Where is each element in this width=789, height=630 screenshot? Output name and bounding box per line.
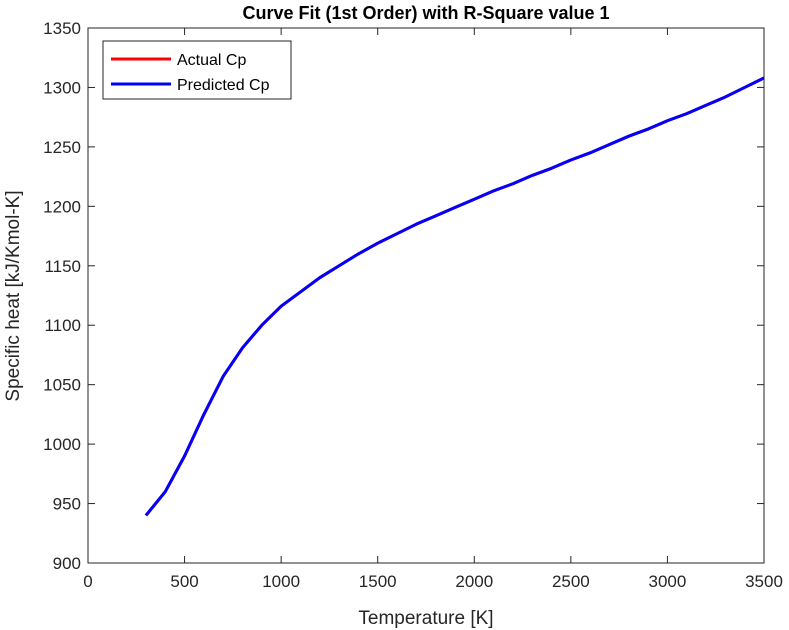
x-tick-label: 2500 (552, 572, 590, 591)
x-tick-label: 3000 (649, 572, 687, 591)
plot-background (88, 28, 764, 563)
x-tick-label: 3500 (745, 572, 783, 591)
y-tick-label: 1150 (44, 257, 81, 276)
y-tick-label: 950 (53, 495, 81, 514)
y-tick-label: 1300 (43, 78, 81, 97)
legend: Actual Cp Predicted Cp (102, 40, 292, 100)
axes-frame (87, 27, 765, 564)
legend-entry-label: Actual Cp (177, 52, 246, 69)
x-tick-label: 2000 (455, 572, 493, 591)
y-tick-label: 1200 (43, 197, 81, 216)
plot-area: 0 500 1000 1500 2000 2500 3000 3500 900 950 1000 10… (43, 19, 783, 591)
series-line-predicted-cp (144, 76, 765, 517)
y-tick-label: 900 (53, 554, 81, 573)
y-tick-label: 1350 (43, 19, 81, 38)
y-tick-label: 1250 (43, 138, 81, 157)
x-tick-label: 1500 (359, 572, 397, 591)
x-tick-label: 1000 (262, 572, 300, 591)
x-axis-label: Temperature [K] (358, 608, 493, 629)
y-tick-label: 1050 (43, 376, 81, 395)
legend-box (102, 40, 292, 100)
y-tick-label: 1000 (43, 435, 81, 454)
x-tick-label: 500 (170, 572, 198, 591)
y-axis-label: Specific heat [kJ/Kmol-K] (3, 190, 24, 401)
chart-title: Curve Fit (1st Order) with R-Square valu… (242, 3, 609, 23)
x-tick-label: 0 (83, 572, 92, 591)
legend-entry-label: Predicted Cp (177, 77, 270, 94)
y-tick-label: 1100 (44, 316, 81, 335)
